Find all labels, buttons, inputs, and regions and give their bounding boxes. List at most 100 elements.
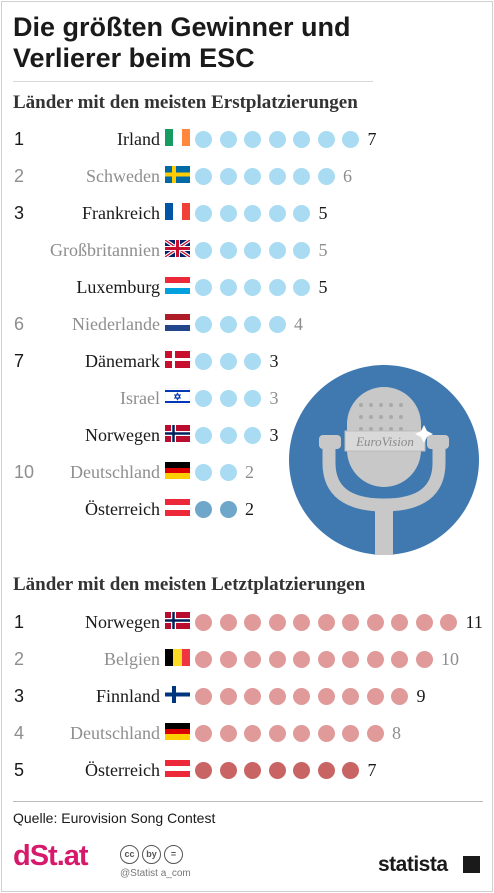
loser-value-label: 8 [392, 722, 401, 743]
winner-dots: 3 [195, 380, 279, 416]
winner-country-label: Irland [117, 129, 160, 149]
winner-dot [195, 389, 212, 407]
winner-dot [293, 167, 310, 185]
winner-row: Norwegen 3 [0, 417, 494, 453]
winner-dot [244, 352, 261, 370]
loser-dots: 9 [195, 678, 426, 714]
winner-dot [244, 241, 261, 259]
flag-gb-icon [165, 240, 190, 257]
loser-dot [268, 613, 286, 631]
winner-value-label: 6 [343, 165, 352, 186]
winner-value-label: 5 [318, 202, 328, 223]
loser-row: 3 Finnland 9 [0, 678, 494, 714]
loser-dot [268, 650, 286, 668]
loser-dot [244, 687, 261, 705]
winner-dots: 3 [195, 417, 279, 453]
flag-at-icon [165, 499, 190, 516]
winner-dots: 4 [195, 306, 303, 342]
flag-ie-icon [165, 129, 190, 146]
loser-dot [342, 761, 359, 779]
loser-dot [268, 761, 286, 779]
loser-dot [219, 724, 237, 742]
winner-row: 2 Schweden 6 [0, 158, 494, 194]
winner-dot [195, 463, 212, 481]
winner-dot [293, 278, 310, 296]
winner-dot [268, 130, 286, 148]
winner-row: 10 Deutschland 2 [0, 454, 494, 490]
loser-rank: 1 [14, 612, 25, 632]
flag-nl-icon [165, 314, 190, 331]
winner-rank: 7 [14, 351, 25, 371]
winner-dot [317, 167, 335, 185]
loser-dot [317, 724, 335, 742]
winner-dot [317, 130, 335, 148]
winner-country-label: Israel [120, 388, 160, 408]
loser-dot [195, 650, 212, 668]
loser-dot [195, 724, 212, 742]
winner-value-label: 2 [245, 498, 254, 519]
winner-dot [219, 352, 237, 370]
flag-se-icon [165, 166, 190, 183]
winner-row: 6 Niederlande 4 [0, 306, 494, 342]
winner-country-label: Schweden [86, 166, 160, 186]
loser-value-label: 11 [465, 611, 483, 632]
loser-dot [268, 724, 286, 742]
winner-country-label: Frankreich [82, 203, 160, 223]
loser-dot [342, 687, 359, 705]
loser-dot [366, 650, 384, 668]
loser-dot [195, 761, 212, 779]
winner-dot [293, 241, 310, 259]
winner-value-label: 2 [245, 461, 254, 482]
winner-row: 3 Frankreich 5 [0, 195, 494, 231]
loser-row: 1 Norwegen 11 [0, 604, 494, 640]
loser-dot [342, 724, 359, 742]
page-title: Die größten Gewinner und Verlierer beim … [13, 12, 351, 73]
loser-dot [415, 613, 433, 631]
dst-logo[interactable]: dSt.at [13, 840, 89, 872]
loser-dot [317, 687, 335, 705]
winner-dot [195, 278, 212, 296]
cc-icon: cc [120, 845, 139, 864]
winner-dot [219, 426, 237, 444]
loser-dots: 10 [195, 641, 459, 677]
loser-dots: 11 [195, 604, 483, 640]
loser-dot [317, 650, 335, 668]
winner-country-label: Luxemburg [76, 277, 160, 297]
microphone-icon: EuroVision [289, 365, 479, 555]
loser-country-label: Österreich [85, 760, 160, 780]
loser-dot [293, 650, 310, 668]
winner-country-label: Dänemark [85, 351, 160, 371]
loser-rank: 5 [14, 760, 25, 780]
winner-dot [195, 167, 212, 185]
winner-dot [293, 130, 310, 148]
loser-dot [391, 613, 408, 631]
loser-dot [219, 687, 237, 705]
loser-country-label: Norwegen [85, 612, 160, 632]
winner-dot [195, 500, 212, 518]
winner-dot [268, 315, 286, 333]
loser-country-label: Deutschland [70, 723, 160, 743]
loser-dot [317, 761, 335, 779]
statista-logo[interactable]: statista [378, 853, 448, 876]
flag-no-icon [165, 612, 190, 629]
loser-rank: 2 [14, 649, 25, 669]
winner-value-label: 3 [269, 424, 279, 445]
loser-dots: 7 [195, 752, 377, 788]
source-divider [13, 801, 483, 802]
loser-dot [268, 687, 286, 705]
loser-value-label: 9 [416, 685, 426, 706]
winner-dot [268, 278, 286, 296]
winner-dot [195, 352, 212, 370]
flag-fr-icon [165, 203, 190, 220]
loser-rank: 3 [14, 686, 25, 706]
winner-country-label: Deutschland [70, 462, 160, 482]
flag-lu-icon [165, 277, 190, 294]
loser-country-label: Belgien [104, 649, 160, 669]
winner-dot [219, 204, 237, 222]
loser-row: 2 Belgien 10 [0, 641, 494, 677]
loser-dot [366, 613, 384, 631]
winner-country-label: Großbritannien [50, 240, 160, 260]
flag-de-icon [165, 723, 190, 740]
loser-dot [244, 761, 261, 779]
